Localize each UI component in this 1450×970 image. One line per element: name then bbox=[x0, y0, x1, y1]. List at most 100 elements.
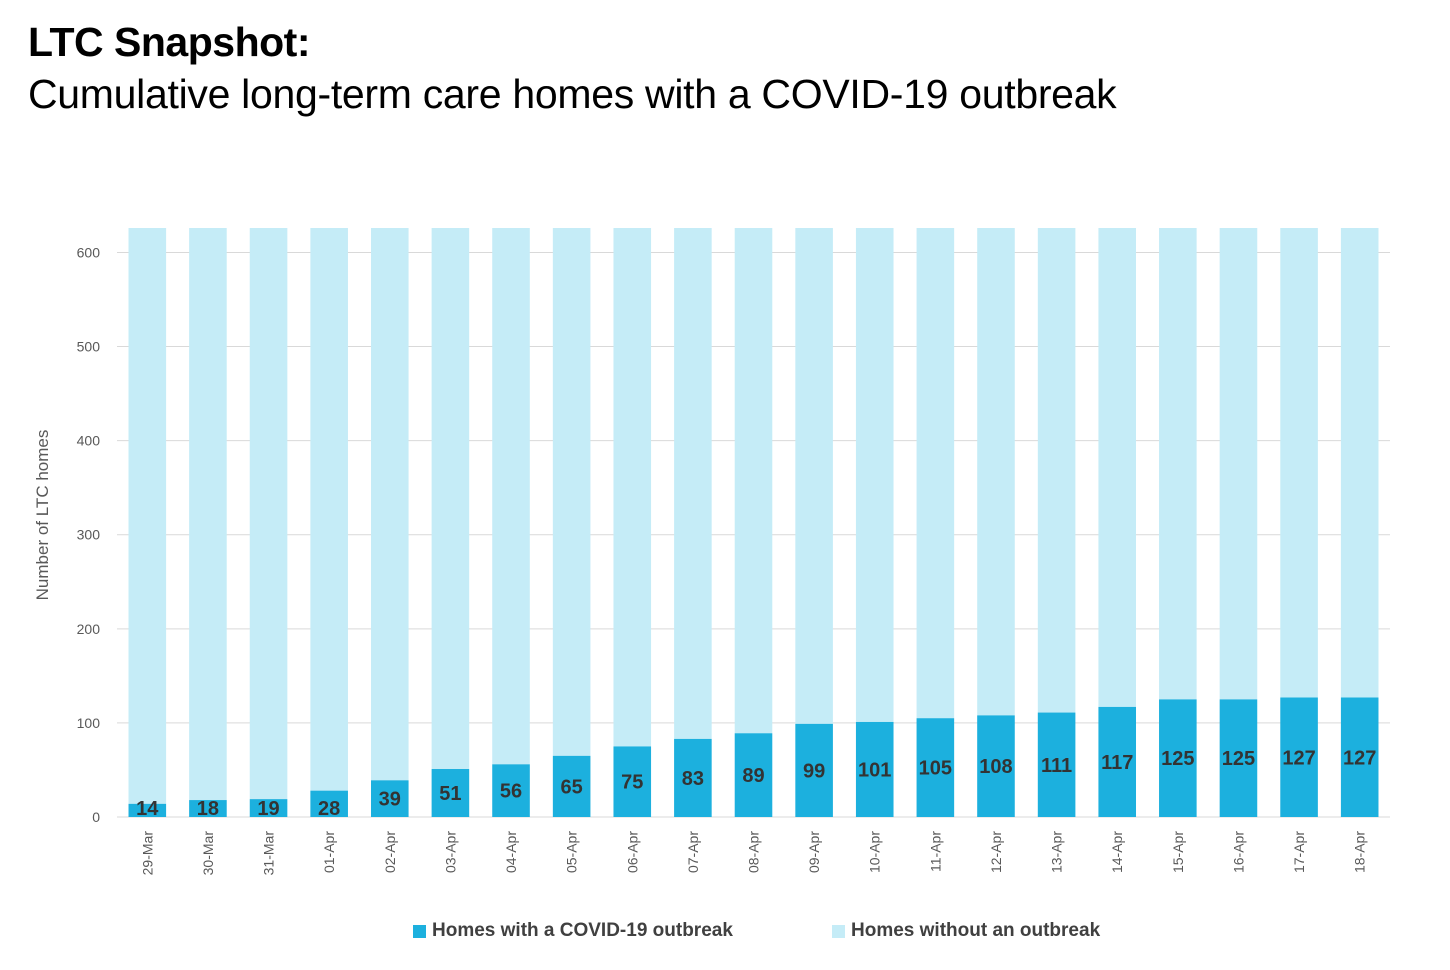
data-label: 39 bbox=[379, 789, 401, 811]
bar-outbreak bbox=[1098, 706, 1137, 817]
bar-no-outbreak bbox=[552, 228, 591, 756]
x-tick-label: 01-Apr bbox=[321, 831, 337, 873]
y-tick-label: 0 bbox=[92, 809, 100, 825]
data-label: 105 bbox=[919, 758, 952, 780]
x-tick-label: 17-Apr bbox=[1291, 831, 1307, 873]
x-tick-label: 14-Apr bbox=[1109, 831, 1125, 873]
bar-no-outbreak bbox=[310, 228, 348, 791]
x-tick-label: 02-Apr bbox=[382, 831, 398, 873]
bar-outbreak bbox=[128, 803, 167, 817]
data-label: 117 bbox=[1101, 752, 1133, 774]
y-tick-label: 200 bbox=[77, 621, 101, 637]
legend-item-no-outbreak: Homes without an outbreak bbox=[832, 920, 1100, 942]
x-tick-label: 30-Mar bbox=[200, 831, 216, 876]
bar-outbreak bbox=[734, 733, 773, 817]
data-label: 111 bbox=[1041, 755, 1072, 777]
y-axis-ticks: 0 100 200 300 400 500 600 bbox=[77, 244, 101, 825]
data-label: 51 bbox=[439, 783, 461, 805]
data-label: 89 bbox=[742, 765, 764, 787]
legend: Homes with a COVID-19 outbreak Homes wit… bbox=[0, 920, 1450, 950]
legend-swatch-outbreak bbox=[413, 924, 426, 938]
x-tick-label: 06-Apr bbox=[624, 831, 640, 873]
bar-outbreak bbox=[1340, 697, 1379, 817]
data-label: 125 bbox=[1222, 748, 1255, 770]
x-tick-label: 15-Apr bbox=[1170, 831, 1186, 873]
bar-no-outbreak bbox=[1037, 228, 1076, 713]
bar-no-outbreak bbox=[1280, 228, 1318, 698]
bar-no-outbreak bbox=[734, 228, 773, 734]
data-label: 127 bbox=[1343, 747, 1376, 769]
x-tick-label: 05-Apr bbox=[564, 831, 580, 873]
bar-outbreak bbox=[492, 764, 530, 817]
bar-no-outbreak bbox=[189, 228, 227, 801]
data-label: 18 bbox=[197, 798, 219, 820]
bar-no-outbreak bbox=[613, 228, 652, 747]
data-label: 83 bbox=[682, 768, 704, 790]
x-tick-label: 13-Apr bbox=[1049, 831, 1065, 873]
y-tick-label: 400 bbox=[77, 433, 101, 449]
data-label: 125 bbox=[1161, 748, 1194, 770]
x-tick-label: 08-Apr bbox=[746, 831, 762, 873]
x-tick-label: 12-Apr bbox=[988, 831, 1004, 873]
bar-outbreak bbox=[613, 746, 652, 817]
data-labels: 14 18 19 28 39 51 56 65 75 83 89 99 101 105 108 111 117 1… bbox=[136, 747, 1376, 820]
bar-outbreak bbox=[1037, 712, 1076, 817]
data-label: 101 bbox=[858, 759, 891, 781]
x-tick-label: 04-Apr bbox=[503, 831, 519, 873]
y-tick-label: 300 bbox=[77, 527, 101, 543]
bar-outbreak bbox=[795, 723, 833, 817]
data-label: 108 bbox=[979, 756, 1012, 778]
bar-outbreak bbox=[370, 780, 409, 817]
legend-label-no-outbreak: Homes without an outbreak bbox=[851, 920, 1101, 941]
bar-no-outbreak bbox=[855, 228, 894, 722]
y-tick-label: 100 bbox=[77, 715, 101, 731]
bar-outbreak bbox=[431, 769, 470, 817]
x-tick-label: 31-Mar bbox=[261, 831, 277, 876]
chart-title: LTC Snapshot: bbox=[28, 19, 310, 65]
bar-chart: 0 100 200 300 400 500 600 14 18 19 28 39 51 56 65 75 83… bbox=[33, 228, 1390, 876]
x-axis-ticks: 29-Mar 30-Mar 31-Mar 01-Apr 02-Apr 03-Apr 04-A… bbox=[139, 831, 1367, 876]
x-tick-label: 16-Apr bbox=[1230, 831, 1246, 873]
y-tick-label: 500 bbox=[77, 339, 101, 355]
bars bbox=[128, 228, 1379, 817]
data-label: 99 bbox=[803, 760, 825, 782]
bar-no-outbreak bbox=[1159, 228, 1197, 700]
bar-no-outbreak bbox=[1340, 228, 1379, 698]
bar-no-outbreak bbox=[1098, 228, 1137, 707]
bar-no-outbreak bbox=[370, 228, 409, 781]
bar-no-outbreak bbox=[916, 228, 955, 719]
bar-outbreak bbox=[916, 718, 955, 817]
x-tick-label: 03-Apr bbox=[442, 831, 458, 873]
chart-subtitle: Cumulative long-term care homes with a C… bbox=[28, 71, 1117, 117]
legend-swatch-no-outbreak bbox=[832, 924, 845, 938]
bar-no-outbreak bbox=[674, 228, 712, 739]
data-label: 19 bbox=[257, 798, 279, 820]
data-label: 127 bbox=[1282, 747, 1315, 769]
data-label: 65 bbox=[561, 776, 583, 798]
bar-no-outbreak bbox=[249, 228, 288, 800]
data-label: 28 bbox=[318, 798, 340, 820]
chart-header: LTC Snapshot: Cumulative long-term care … bbox=[28, 16, 1117, 120]
bar-no-outbreak bbox=[128, 228, 167, 804]
x-tick-label: 07-Apr bbox=[685, 831, 701, 873]
bar-outbreak bbox=[855, 721, 894, 817]
x-tick-label: 29-Mar bbox=[139, 831, 155, 876]
x-tick-label: 11-Apr bbox=[927, 831, 943, 872]
bar-no-outbreak bbox=[977, 228, 1015, 716]
legend-item-outbreak: Homes with a COVID-19 outbreak bbox=[413, 920, 733, 942]
data-label: 75 bbox=[621, 772, 643, 794]
data-label: 14 bbox=[136, 798, 159, 820]
bar-outbreak bbox=[189, 800, 227, 817]
x-tick-label: 18-Apr bbox=[1352, 831, 1368, 873]
bar-outbreak bbox=[1280, 697, 1318, 817]
x-tick-label: 10-Apr bbox=[867, 831, 883, 873]
bar-outbreak bbox=[1219, 699, 1258, 817]
y-tick-label: 600 bbox=[77, 244, 101, 260]
y-axis-title: Number of LTC homes bbox=[33, 430, 52, 601]
x-tick-label: 09-Apr bbox=[806, 831, 822, 873]
bar-no-outbreak bbox=[1219, 228, 1258, 700]
bar-outbreak bbox=[674, 738, 712, 817]
bar-outbreak bbox=[1159, 699, 1197, 817]
bar-no-outbreak bbox=[431, 228, 470, 770]
data-label: 56 bbox=[500, 781, 522, 803]
